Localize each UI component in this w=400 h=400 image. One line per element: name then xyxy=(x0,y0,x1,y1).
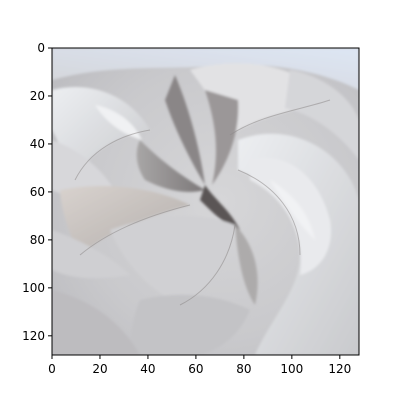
axes-frame xyxy=(51,47,360,356)
y-tick-label: 120 xyxy=(22,329,45,343)
x-tick-label: 0 xyxy=(48,362,56,376)
y-tick-label: 0 xyxy=(37,41,45,55)
x-tick-label: 60 xyxy=(188,362,203,376)
x-axis: 0 20 40 60 80 100 120 xyxy=(48,355,351,376)
y-tick-label: 40 xyxy=(30,137,45,151)
image-area xyxy=(52,48,359,355)
y-tick-label: 100 xyxy=(22,281,45,295)
y-tick-label: 60 xyxy=(30,185,45,199)
y-tick-label: 80 xyxy=(30,233,45,247)
x-tick-label: 40 xyxy=(140,362,155,376)
x-tick-label: 20 xyxy=(92,362,107,376)
y-axis: 0 20 40 60 80 100 120 xyxy=(22,41,52,343)
y-tick-label: 20 xyxy=(30,89,45,103)
x-tick-label: 120 xyxy=(328,362,351,376)
x-tick-label: 80 xyxy=(236,362,251,376)
x-tick-label: 100 xyxy=(280,362,303,376)
